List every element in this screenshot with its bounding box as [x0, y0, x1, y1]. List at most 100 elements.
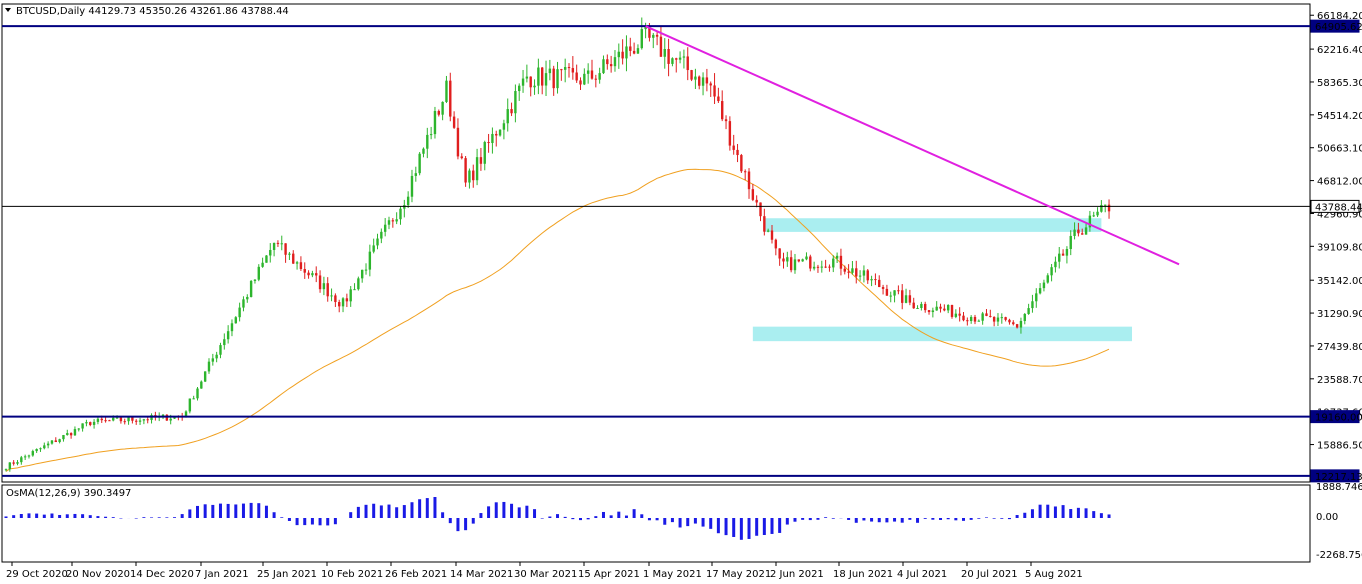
bull-candle[interactable] — [893, 290, 896, 296]
bull-candle[interactable] — [1000, 317, 1003, 319]
bull-candle[interactable] — [433, 110, 437, 135]
bull-candle[interactable] — [23, 456, 27, 458]
bear-candle[interactable] — [847, 271, 850, 273]
bull-candle[interactable] — [483, 142, 486, 164]
bear-candle[interactable] — [315, 273, 318, 276]
bull-candle[interactable] — [66, 433, 69, 436]
bull-candle[interactable] — [617, 51, 620, 58]
bear-candle[interactable] — [307, 272, 310, 276]
bear-candle[interactable] — [1081, 233, 1084, 235]
bull-candle[interactable] — [341, 298, 345, 307]
bull-candle[interactable] — [1031, 301, 1034, 309]
bull-candle[interactable] — [196, 388, 199, 399]
bear-candle[interactable] — [728, 121, 732, 146]
bear-candle[interactable] — [89, 422, 92, 425]
bear-candle[interactable] — [1012, 322, 1015, 325]
bull-candle[interactable] — [257, 266, 260, 280]
bear-candle[interactable] — [452, 116, 456, 128]
bear-candle[interactable] — [119, 417, 123, 422]
bull-candle[interactable] — [862, 270, 866, 276]
bear-candle[interactable] — [495, 133, 498, 136]
bear-candle[interactable] — [1107, 204, 1111, 212]
bear-candle[interactable] — [989, 315, 992, 317]
bear-candle[interactable] — [131, 417, 134, 421]
bull-candle[interactable] — [249, 280, 253, 297]
bull-candle[interactable] — [50, 440, 54, 444]
bear-candle[interactable] — [943, 308, 946, 311]
bear-candle[interactable] — [472, 170, 475, 181]
bull-candle[interactable] — [234, 317, 237, 324]
bull-candle[interactable] — [835, 255, 839, 259]
bull-candle[interactable] — [548, 68, 552, 74]
bull-candle[interactable] — [16, 462, 19, 464]
bull-candle[interactable] — [112, 417, 115, 421]
bear-candle[interactable] — [326, 283, 329, 297]
bull-candle[interactable] — [85, 422, 88, 424]
bear-candle[interactable] — [69, 433, 73, 436]
triangle-down-icon[interactable] — [5, 8, 11, 12]
bear-candle[interactable] — [958, 313, 961, 316]
bear-candle[interactable] — [724, 119, 728, 122]
bull-candle[interactable] — [832, 258, 835, 268]
bull-candle[interactable] — [230, 323, 234, 332]
bull-candle[interactable] — [602, 59, 605, 74]
bear-candle[interactable] — [632, 50, 636, 54]
bear-candle[interactable] — [276, 242, 280, 244]
bear-candle[interactable] — [606, 59, 609, 65]
bear-candle[interactable] — [797, 259, 801, 262]
bull-candle[interactable] — [288, 253, 291, 255]
bull-candle[interactable] — [27, 455, 31, 457]
bull-candle[interactable] — [518, 85, 521, 92]
bull-candle[interactable] — [445, 80, 448, 102]
bull-candle[interactable] — [491, 133, 494, 144]
bear-candle[interactable] — [747, 171, 751, 190]
bear-candle[interactable] — [675, 58, 678, 60]
bull-candle[interactable] — [652, 34, 655, 38]
bull-candle[interactable] — [525, 76, 529, 79]
bear-candle[interactable] — [529, 76, 532, 88]
bear-candle[interactable] — [751, 189, 755, 200]
bull-candle[interactable] — [544, 73, 548, 86]
bull-candle[interactable] — [786, 257, 789, 262]
bull-candle[interactable] — [322, 283, 326, 290]
bull-candle[interactable] — [242, 299, 245, 308]
bull-candle[interactable] — [246, 296, 249, 300]
bull-candle[interactable] — [1035, 293, 1038, 302]
bear-candle[interactable] — [609, 64, 613, 67]
bear-candle[interactable] — [1061, 253, 1065, 256]
bull-candle[interactable] — [92, 421, 96, 425]
bear-candle[interactable] — [659, 36, 663, 57]
bull-candle[interactable] — [1092, 215, 1095, 217]
bull-candle[interactable] — [1069, 235, 1072, 250]
bear-candle[interactable] — [770, 230, 774, 240]
bear-candle[interactable] — [924, 303, 927, 311]
bear-candle[interactable] — [736, 149, 739, 156]
bear-candle[interactable] — [648, 26, 651, 38]
bear-candle[interactable] — [590, 70, 594, 79]
bear-candle[interactable] — [809, 256, 812, 269]
bear-candle[interactable] — [897, 290, 900, 292]
bull-candle[interactable] — [1088, 215, 1092, 228]
bull-candle[interactable] — [801, 259, 804, 262]
bull-candle[interactable] — [889, 295, 892, 297]
bull-candle[interactable] — [39, 448, 42, 450]
bull-candle[interactable] — [935, 306, 938, 311]
bull-candle[interactable] — [1042, 282, 1046, 289]
bear-candle[interactable] — [510, 109, 513, 114]
bull-candle[interactable] — [514, 91, 517, 114]
bull-candle[interactable] — [1050, 267, 1053, 276]
bull-candle[interactable] — [357, 278, 360, 290]
bull-candle[interactable] — [330, 295, 333, 297]
bear-candle[interactable] — [755, 199, 758, 203]
bear-candle[interactable] — [912, 302, 915, 309]
bear-candle[interactable] — [881, 287, 885, 289]
bear-candle[interactable] — [717, 96, 720, 102]
bull-candle[interactable] — [583, 73, 586, 85]
bull-candle[interactable] — [426, 134, 429, 149]
bull-candle[interactable] — [502, 123, 506, 130]
bull-candle[interactable] — [870, 279, 873, 281]
bear-candle[interactable] — [686, 56, 689, 71]
bull-candle[interactable] — [226, 331, 230, 340]
bull-candle[interactable] — [441, 101, 444, 115]
